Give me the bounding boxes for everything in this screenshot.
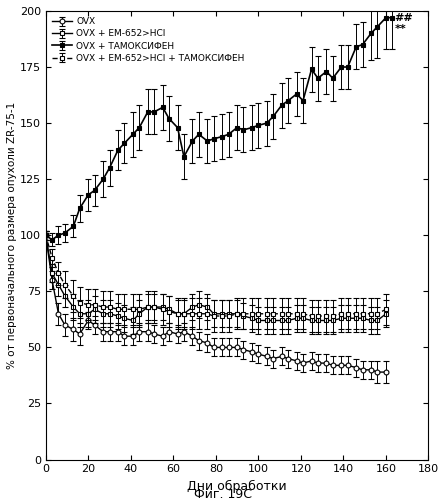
Text: Фиг. 19С: Фиг. 19С [194,488,252,500]
X-axis label: Дни обработки: Дни обработки [187,480,287,493]
Text: ##: ## [394,13,413,23]
Legend: OVX, OVX + EM-652>HCl, OVX + ТАМОКСИФЕН, OVX + EM-652>HCl + ТАМОКСИФЕН: OVX, OVX + EM-652>HCl, OVX + ТАМОКСИФЕН,… [50,16,247,64]
Text: **: ** [394,24,406,34]
Y-axis label: % от первоначального размера опухоли ZR-75-1: % от первоначального размера опухоли ZR-… [7,102,17,369]
